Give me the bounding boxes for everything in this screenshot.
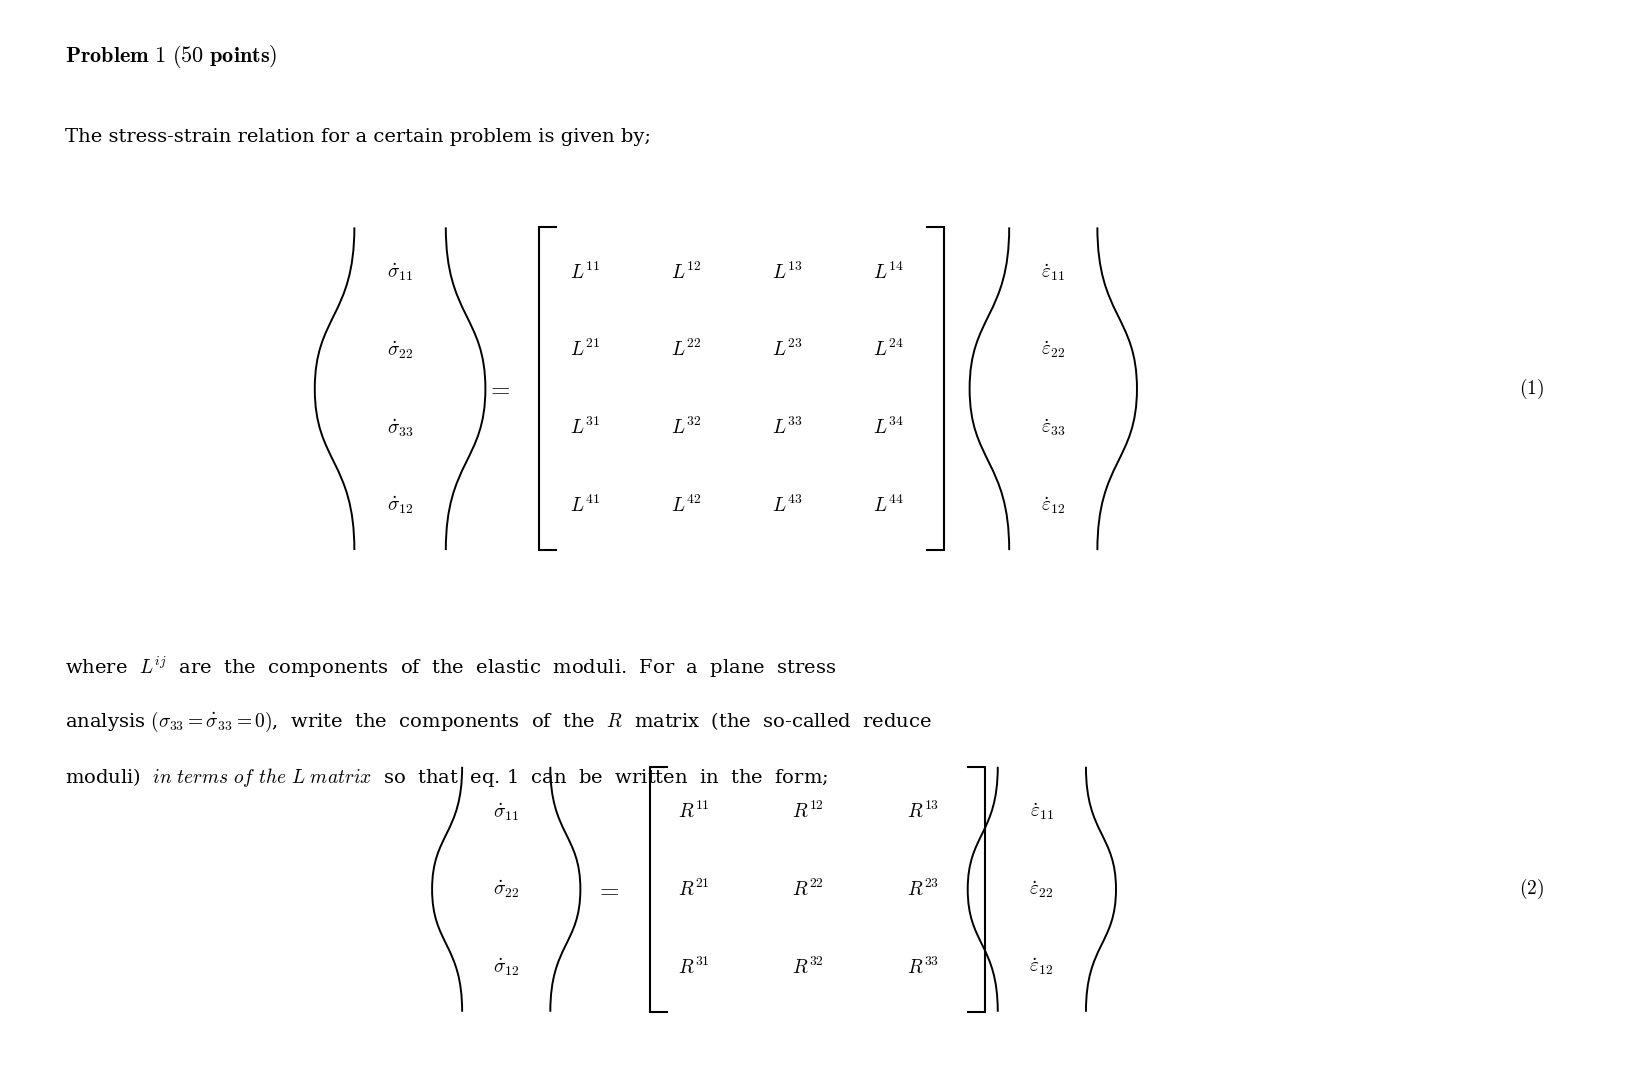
Text: $L^{23}$: $L^{23}$: [772, 340, 801, 360]
Text: $R^{13}$: $R^{13}$: [906, 801, 938, 822]
Text: $R^{32}$: $R^{32}$: [792, 956, 824, 978]
Text: $\dot{\sigma}_{22}$: $\dot{\sigma}_{22}$: [387, 339, 413, 361]
Text: $\dot{\varepsilon}_{22}$: $\dot{\varepsilon}_{22}$: [1040, 340, 1066, 360]
Text: $L^{14}$: $L^{14}$: [873, 262, 902, 282]
Text: $(1)$: $(1)$: [1518, 377, 1542, 400]
Text: $\dot{\varepsilon}_{11}$: $\dot{\varepsilon}_{11}$: [1040, 262, 1066, 282]
Text: $R^{22}$: $R^{22}$: [792, 879, 824, 900]
Text: $R^{12}$: $R^{12}$: [792, 801, 824, 822]
Text: $R^{21}$: $R^{21}$: [677, 879, 710, 900]
Text: $(2)$: $(2)$: [1518, 878, 1542, 901]
Text: $L^{43}$: $L^{43}$: [772, 495, 801, 515]
Text: $L^{34}$: $L^{34}$: [873, 417, 902, 438]
Text: analysis $(\sigma_{33} = \dot{\sigma}_{33} = 0)$,  write  the  components  of  t: analysis $(\sigma_{33} = \dot{\sigma}_{3…: [65, 710, 932, 735]
Text: $\dot{\sigma}_{11}$: $\dot{\sigma}_{11}$: [493, 801, 519, 822]
Text: The stress-strain relation for a certain problem is given by;: The stress-strain relation for a certain…: [65, 128, 651, 146]
Text: $L^{42}$: $L^{42}$: [671, 495, 700, 515]
Text: $\dot{\sigma}_{22}$: $\dot{\sigma}_{22}$: [493, 879, 519, 900]
Text: $\dot{\varepsilon}_{12}$: $\dot{\varepsilon}_{12}$: [1040, 495, 1066, 515]
Text: $L^{12}$: $L^{12}$: [671, 262, 700, 282]
Text: moduli)  $\mathit{in\ terms\ of\ the\ L\ matrix}$  so  that  eq. 1  can  be  wri: moduli) $\mathit{in\ terms\ of\ the\ L\ …: [65, 766, 827, 789]
Text: $=$: $=$: [596, 878, 619, 901]
Text: $L^{13}$: $L^{13}$: [772, 262, 801, 282]
Text: $L^{11}$: $L^{11}$: [570, 262, 599, 282]
Text: $\dot{\sigma}_{11}$: $\dot{\sigma}_{11}$: [387, 261, 413, 283]
Text: $L^{22}$: $L^{22}$: [671, 340, 700, 360]
Text: $L^{44}$: $L^{44}$: [873, 495, 902, 515]
Text: $=$: $=$: [486, 377, 509, 400]
Text: $R^{33}$: $R^{33}$: [906, 956, 938, 978]
Text: $L^{32}$: $L^{32}$: [671, 417, 700, 438]
Text: $\dot{\sigma}_{12}$: $\dot{\sigma}_{12}$: [493, 956, 519, 978]
Text: where  $L^{ij}$  are  the  components  of  the  elastic  moduli.  For  a  plane : where $L^{ij}$ are the components of the…: [65, 655, 836, 681]
Text: $\dot{\sigma}_{33}$: $\dot{\sigma}_{33}$: [387, 416, 413, 439]
Text: $\mathbf{Problem\ 1\ (50\ points)}$: $\mathbf{Problem\ 1\ (50\ points)}$: [65, 43, 277, 69]
Text: $L^{21}$: $L^{21}$: [570, 340, 599, 360]
Text: $\dot{\varepsilon}_{12}$: $\dot{\varepsilon}_{12}$: [1028, 956, 1054, 978]
Text: $R^{31}$: $R^{31}$: [677, 956, 710, 978]
Text: $R^{23}$: $R^{23}$: [906, 879, 938, 900]
Text: $L^{24}$: $L^{24}$: [873, 340, 902, 360]
Text: $L^{33}$: $L^{33}$: [772, 417, 801, 438]
Text: $\dot{\varepsilon}_{11}$: $\dot{\varepsilon}_{11}$: [1028, 801, 1054, 822]
Text: $\dot{\varepsilon}_{33}$: $\dot{\varepsilon}_{33}$: [1040, 417, 1066, 438]
Text: $R^{11}$: $R^{11}$: [677, 801, 710, 822]
Text: $L^{41}$: $L^{41}$: [570, 495, 599, 515]
Text: $\dot{\sigma}_{12}$: $\dot{\sigma}_{12}$: [387, 494, 413, 517]
Text: $\dot{\varepsilon}_{22}$: $\dot{\varepsilon}_{22}$: [1028, 879, 1054, 900]
Text: $L^{31}$: $L^{31}$: [570, 417, 599, 438]
